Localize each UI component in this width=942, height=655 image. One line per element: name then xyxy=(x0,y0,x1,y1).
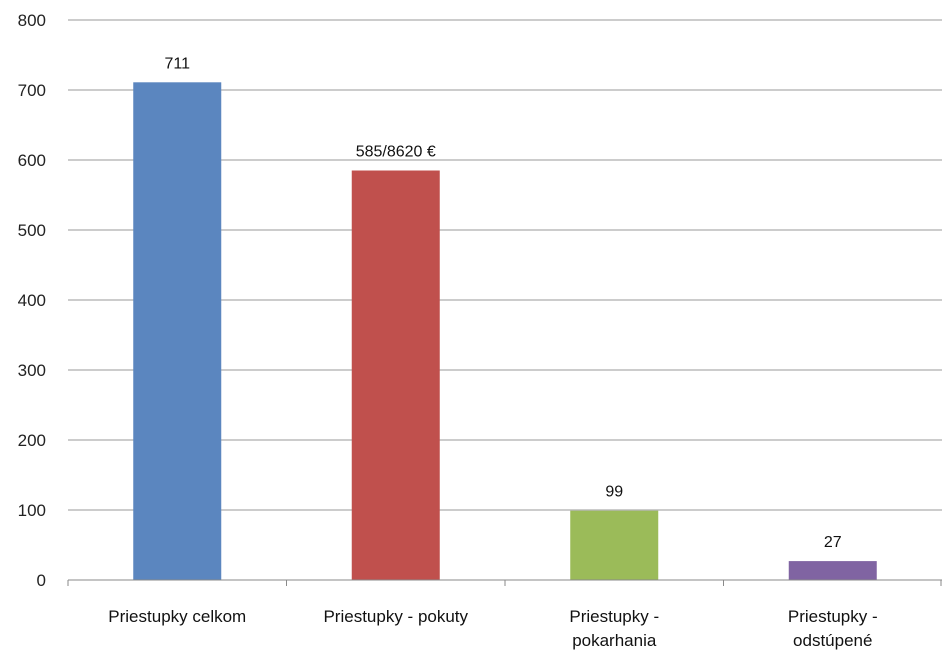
category-label: Priestupky - pokuty xyxy=(323,607,468,626)
bar xyxy=(351,170,440,580)
category-label-line: Priestupky - pokuty xyxy=(323,607,468,626)
data-label: 711 xyxy=(164,55,190,72)
data-label: 27 xyxy=(824,534,842,551)
category-label: Priestupky celkom xyxy=(108,607,246,626)
y-axis-tick-labels: 0 100 200 300 400 500 600 700 800 xyxy=(18,11,46,590)
category-label-line: Priestupky celkom xyxy=(108,607,246,626)
data-labels: 711 585/8620 € 99 27 xyxy=(164,55,841,551)
y-tick-label: 0 xyxy=(37,571,46,590)
bars xyxy=(133,82,877,581)
bar xyxy=(570,510,659,580)
y-tick-label: 300 xyxy=(18,361,46,380)
y-tick-label: 200 xyxy=(18,431,46,450)
category-label: Priestupky - pokarhania xyxy=(569,607,659,650)
y-tick-label: 500 xyxy=(18,221,46,240)
category-labels: Priestupky celkom Priestupky - pokuty Prie… xyxy=(108,607,877,650)
category-label-line: pokarhania xyxy=(572,631,657,650)
category-label-line: odstúpené xyxy=(793,631,872,650)
data-label: 99 xyxy=(605,484,623,501)
data-label: 585/8620 € xyxy=(356,144,436,161)
category-label-line: Priestupky - xyxy=(788,607,878,626)
bar xyxy=(788,561,877,580)
y-tick-label: 600 xyxy=(18,151,46,170)
category-label: Priestupky - odstúpené xyxy=(788,607,878,650)
y-tick-label: 700 xyxy=(18,81,46,100)
y-tick-label: 400 xyxy=(18,291,46,310)
category-label-line: Priestupky - xyxy=(569,607,659,626)
x-axis xyxy=(67,579,942,586)
y-tick-label: 100 xyxy=(18,501,46,520)
y-tick-label: 800 xyxy=(18,11,46,30)
bar xyxy=(133,82,222,581)
